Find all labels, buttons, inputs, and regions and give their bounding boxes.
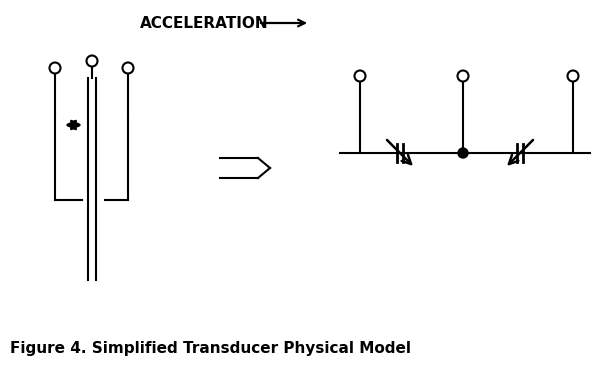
- Text: ACCELERATION: ACCELERATION: [140, 15, 269, 31]
- Circle shape: [458, 148, 468, 158]
- Text: Figure 4. Simplified Transducer Physical Model: Figure 4. Simplified Transducer Physical…: [10, 340, 411, 355]
